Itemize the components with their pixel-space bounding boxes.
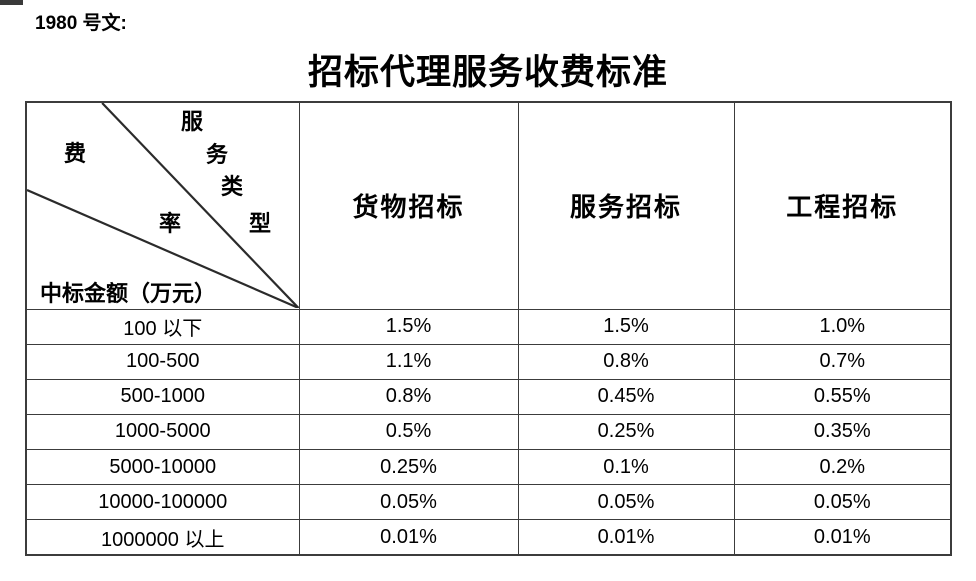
rate-value: 0.7% [733, 343, 952, 380]
rate-value: 0.55% [733, 378, 952, 415]
rate-value: 1.0% [733, 308, 952, 345]
column-header-goods: 货物招标 [298, 101, 519, 310]
corner-label-service-type-char-3: 类 [220, 174, 243, 200]
table-row: 1000000 以上 0.01% 0.01% 0.01% [25, 519, 952, 556]
table-row: 10000-100000 0.05% 0.05% 0.05% [25, 484, 952, 521]
rate-value: 0.25% [298, 449, 519, 486]
table-row: 100-500 1.1% 0.8% 0.7% [25, 343, 952, 380]
rate-value: 1.5% [298, 308, 519, 345]
table-row: 5000-10000 0.25% 0.1% 0.2% [25, 449, 952, 486]
table-row: 100 以下 1.5% 1.5% 1.0% [25, 308, 952, 345]
row-label: 100-500 [25, 343, 300, 380]
row-label: 10000-100000 [25, 484, 300, 521]
rate-value: 0.01% [517, 519, 735, 556]
rate-value: 0.01% [733, 519, 952, 556]
rate-value: 0.05% [298, 484, 519, 521]
corner-label-amount: 中标金额（万元） [40, 281, 217, 307]
row-label: 1000-5000 [25, 413, 300, 451]
rate-value: 0.05% [733, 484, 952, 521]
scan-artifact [0, 0, 23, 5]
rate-value: 0.1% [517, 449, 735, 486]
corner-cell-inner: 服 务 类 型 费 率 中标金额（万元） [27, 103, 299, 309]
diagonal-lines-icon [27, 103, 299, 309]
corner-label-fee-rate-char-2: 率 [158, 211, 181, 237]
corner-label-fee-rate-char-1: 费 [63, 141, 86, 167]
rate-value: 1.1% [298, 343, 519, 380]
column-header-works: 工程招标 [733, 101, 952, 310]
page-title: 招标代理服务收费标准 [307, 53, 668, 92]
row-label: 1000000 以上 [25, 519, 300, 556]
rate-value: 0.2% [733, 449, 952, 486]
corner-label-service-type-char-2: 务 [205, 142, 228, 168]
fee-table: 服 务 类 型 费 率 中标金额（万元） 货物招标 服务招标 工程招标 100 … [25, 101, 952, 556]
row-label: 5000-10000 [25, 449, 300, 486]
table-row: 500-1000 0.8% 0.45% 0.55% [25, 378, 952, 415]
rate-value: 1.5% [517, 308, 735, 345]
rate-value: 0.25% [517, 413, 735, 451]
rate-value: 0.8% [517, 343, 735, 380]
rate-value: 0.05% [517, 484, 735, 521]
table-row: 1000-5000 0.5% 0.25% 0.35% [25, 413, 952, 451]
column-header-services: 服务招标 [517, 101, 735, 310]
header-row: 服 务 类 型 费 率 中标金额（万元） 货物招标 服务招标 工程招标 [25, 101, 952, 310]
rate-value: 0.8% [298, 378, 519, 415]
corner-label-service-type-char-4: 型 [248, 211, 271, 237]
rate-value: 0.01% [298, 519, 519, 556]
doc-reference: 1980 号文: [35, 13, 127, 34]
corner-header-cell: 服 务 类 型 费 率 中标金额（万元） [25, 101, 300, 310]
row-label: 500-1000 [25, 378, 300, 415]
rate-value: 0.5% [298, 413, 519, 451]
corner-label-service-type-char-1: 服 [180, 109, 203, 135]
rate-value: 0.45% [517, 378, 735, 415]
row-label: 100 以下 [25, 308, 300, 345]
rate-value: 0.35% [733, 413, 952, 451]
